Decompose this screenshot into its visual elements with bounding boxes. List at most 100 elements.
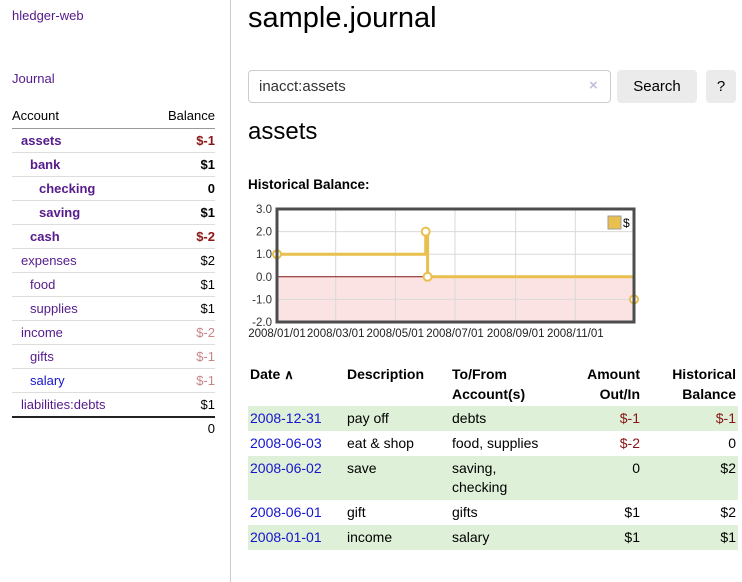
transaction-date-link[interactable]: 2008-12-31 <box>250 410 322 426</box>
page-title: sample.journal <box>248 2 437 34</box>
sidebar-account-row: salary $-1 <box>12 369 215 393</box>
sidebar-account-row: checking 0 <box>12 177 215 201</box>
account-balance: $1 <box>200 301 215 316</box>
column-header-balance: Historical Balance <box>672 366 736 402</box>
account-link[interactable]: checking <box>39 181 96 196</box>
chart-title: Historical Balance: <box>248 177 370 192</box>
balance-column-header: Balance <box>168 108 215 123</box>
account-link[interactable]: expenses <box>21 253 77 268</box>
sidebar-account-row: liabilities:debts $1 <box>12 393 215 417</box>
account-balance: $-1 <box>196 133 215 148</box>
amount-cell: $-1 <box>619 410 640 426</box>
sidebar: hledger-web Journal Account Balance asse… <box>0 0 231 582</box>
account-balance: $1 <box>200 397 215 412</box>
register-header-row: Date ∧ Description To/From Account(s) Am… <box>248 362 738 406</box>
account-balance: $1 <box>200 277 215 292</box>
date-column-label: Date <box>250 366 281 382</box>
accounts-cell: saving, checking <box>452 460 508 495</box>
x-axis-tick-label: 2008/05/01 <box>367 328 425 340</box>
account-balance: 0 <box>207 181 215 196</box>
description-cell: gift <box>347 504 366 520</box>
accounts-table-header: Account Balance <box>12 106 215 129</box>
sidebar-account-row: assets $-1 <box>12 129 215 153</box>
account-balance: $1 <box>200 205 215 220</box>
column-header-accounts: To/From Account(s) <box>452 366 526 402</box>
y-axis-tick-label: -1.0 <box>252 294 272 306</box>
date-cell: 2008-01-01 <box>248 525 345 550</box>
accounts-rows: assets $-1 bank $1 checking 0 saving $1 cash $-2 e… <box>12 129 215 417</box>
balance-cell: $-1 <box>715 410 736 426</box>
column-header-description: Description <box>347 366 425 382</box>
sidebar-account-row: expenses $2 <box>12 249 215 273</box>
account-link[interactable]: liabilities:debts <box>21 397 106 412</box>
accounts-cell: food, supplies <box>452 435 539 451</box>
amount-cell: $-2 <box>619 435 640 451</box>
clear-search-icon[interactable]: × <box>589 77 598 94</box>
x-axis-tick-label: 2008/03/01 <box>307 328 365 340</box>
account-link[interactable]: food <box>30 277 56 292</box>
account-link[interactable]: income <box>21 325 63 340</box>
date-cell: 2008-06-02 <box>248 456 345 500</box>
register-row: 2008-06-03 eat & shop food, supplies $-2 0 <box>248 431 738 456</box>
plot-border <box>275 207 636 324</box>
sidebar-accounts-table: Account Balance assets $-1 bank $1 checking 0… <box>12 106 215 439</box>
x-axis-tick-label: 2008/07/01 <box>426 328 484 340</box>
legend-swatch <box>607 215 622 230</box>
date-cell: 2008-12-31 <box>248 406 345 431</box>
accounts-cell: gifts <box>452 504 478 520</box>
account-link[interactable]: supplies <box>30 301 78 316</box>
account-link[interactable]: salary <box>30 373 65 388</box>
amount-cell: $1 <box>624 529 640 545</box>
amount-cell: 0 <box>632 460 640 476</box>
transaction-date-link[interactable]: 2008-06-03 <box>250 435 322 451</box>
account-heading: assets <box>248 118 318 145</box>
help-button[interactable]: ? <box>706 70 736 103</box>
account-link[interactable]: bank <box>30 157 61 172</box>
description-cell: income <box>347 529 393 545</box>
data-point-marker <box>420 226 431 237</box>
transaction-date-link[interactable]: 2008-06-01 <box>250 504 322 520</box>
sidebar-account-row: cash $-2 <box>12 225 215 249</box>
transaction-date-link[interactable]: 2008-01-01 <box>250 529 322 545</box>
search-button[interactable]: Search <box>617 70 697 103</box>
column-header-date[interactable]: Date ∧ <box>248 362 345 406</box>
total-balance: 0 <box>207 421 215 436</box>
transaction-date-link[interactable]: 2008-06-02 <box>250 460 322 476</box>
register-row: 2008-12-31 pay off debts $-1 $-1 <box>248 406 738 431</box>
register-row: 2008-06-01 gift gifts $1 $2 <box>248 500 738 525</box>
y-axis-tick-label: -2.0 <box>252 317 272 329</box>
sidebar-account-row: saving $1 <box>12 201 215 225</box>
register-table-container: Date ∧ Description To/From Account(s) Am… <box>248 362 738 550</box>
sidebar-account-row: food $1 <box>12 273 215 297</box>
account-column-header: Account <box>12 108 59 123</box>
balance-cell: $2 <box>720 504 736 520</box>
amount-cell: $1 <box>624 504 640 520</box>
account-link[interactable]: assets <box>21 133 62 148</box>
brand-link[interactable]: hledger-web <box>12 8 84 23</box>
account-balance: $-1 <box>196 349 215 364</box>
register-row: 2008-01-01 income salary $1 $1 <box>248 525 738 550</box>
date-cell: 2008-06-01 <box>248 500 345 525</box>
account-link[interactable]: cash <box>30 229 60 244</box>
register-rows: 2008-12-31 pay off debts $-1 $-1 2008-06-03 ea… <box>248 406 738 550</box>
account-link[interactable]: saving <box>39 205 81 220</box>
description-cell: save <box>347 460 377 476</box>
register-row: 2008-06-02 save saving, checking 0 $2 <box>248 456 738 500</box>
sidebar-item-journal[interactable]: Journal <box>12 71 55 86</box>
balance-cell: 0 <box>728 435 736 451</box>
search-input[interactable] <box>248 70 611 103</box>
account-balance: $-2 <box>196 325 215 340</box>
legend-label: $ <box>623 216 630 230</box>
x-axis-tick-label: 2008/09/01 <box>487 328 545 340</box>
column-header-amount: Amount Out/In <box>587 366 640 402</box>
account-balance: $1 <box>200 157 215 172</box>
y-axis-tick-label: 1.0 <box>256 249 272 261</box>
sidebar-account-row: supplies $1 <box>12 297 215 321</box>
sidebar-account-row: bank $1 <box>12 153 215 177</box>
register-table: Date ∧ Description To/From Account(s) Am… <box>248 362 738 550</box>
x-axis-tick-label: 2008/11/01 <box>547 328 604 340</box>
sidebar-account-row: income $-2 <box>12 321 215 345</box>
account-link[interactable]: gifts <box>30 349 54 364</box>
